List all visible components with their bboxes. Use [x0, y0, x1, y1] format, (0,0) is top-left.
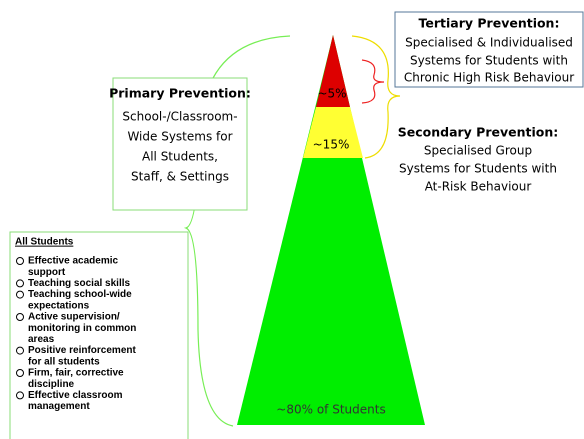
list-item-text: for all students [28, 356, 100, 367]
list-item-text: Teaching school-wide [28, 289, 132, 300]
list-item-text: Positive reinforcement [28, 345, 136, 356]
list-item-text: areas [28, 334, 55, 345]
pyramid-secondary [303, 107, 363, 158]
all-students-box [9, 231, 189, 439]
list-item-text: Active supervision/ [28, 312, 120, 323]
bullet [16, 313, 24, 321]
bullet [16, 346, 24, 355]
secondary-line: Specialised Group [424, 144, 532, 158]
list-item-text: expectations [28, 300, 90, 311]
secondary-line: Systems for Students with [399, 162, 557, 176]
primary-line: Staff, & Settings [131, 170, 229, 184]
list-item-text: support [28, 267, 66, 278]
list-item-text: Firm, fair, corrective [28, 368, 124, 379]
primary-line: School-/Classroom- [122, 110, 237, 124]
primary-title: Primary Prevention: [109, 86, 251, 101]
tertiary-box [394, 11, 584, 88]
bullet [16, 369, 24, 377]
secondary-brace [351, 35, 401, 159]
bullet [16, 391, 24, 400]
list-item-text: Effective classroom [28, 390, 123, 401]
tertiary-title: Tertiary Prevention: [419, 16, 560, 31]
secondary-line: At-Risk Behaviour [425, 180, 532, 194]
primary-label: ~80% of Students [276, 403, 385, 417]
all-students-title: All Students [15, 237, 74, 248]
list-item-text: management [28, 401, 90, 412]
primary-line: All Students, [142, 150, 218, 164]
list-item-text: Teaching social skills [28, 278, 131, 289]
list-item-text: monitoring in common [28, 323, 136, 334]
tertiary-line: Systems for Students with [410, 54, 568, 68]
secondary-label: ~15% [313, 138, 350, 152]
secondary-title: Secondary Prevention: [398, 125, 559, 140]
list-item-text: Effective academic [28, 256, 118, 267]
tertiary-line: Chronic High Risk Behaviour [404, 71, 574, 85]
primary-box [112, 77, 248, 211]
primary-brace [183, 35, 291, 427]
pyramid-primary [237, 35, 425, 425]
primary-line: Wide Systems for [127, 130, 232, 144]
bullet [16, 279, 24, 288]
tertiary-brace [361, 59, 385, 104]
list-item-text: discipline [28, 379, 75, 390]
bullet [16, 257, 24, 265]
tertiary-label: ~5% [317, 87, 346, 101]
tertiary-line: Specialised & Individualised [405, 36, 573, 50]
bullet [16, 290, 24, 299]
pyramid-tertiary [316, 35, 350, 107]
